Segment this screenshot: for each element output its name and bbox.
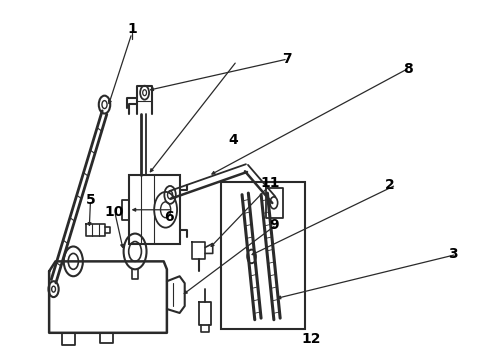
Bar <box>129 175 180 244</box>
Text: 10: 10 <box>104 205 124 219</box>
Text: 2: 2 <box>385 178 394 192</box>
Text: 9: 9 <box>269 218 279 231</box>
Text: 5: 5 <box>86 193 96 207</box>
Text: 8: 8 <box>403 62 413 76</box>
Text: 12: 12 <box>302 332 321 346</box>
Text: 6: 6 <box>164 210 173 224</box>
Text: 4: 4 <box>229 133 239 147</box>
Text: 3: 3 <box>448 247 458 261</box>
Text: 1: 1 <box>127 22 137 36</box>
Bar <box>221 182 305 329</box>
Text: 11: 11 <box>260 176 280 190</box>
Text: 7: 7 <box>282 52 292 66</box>
